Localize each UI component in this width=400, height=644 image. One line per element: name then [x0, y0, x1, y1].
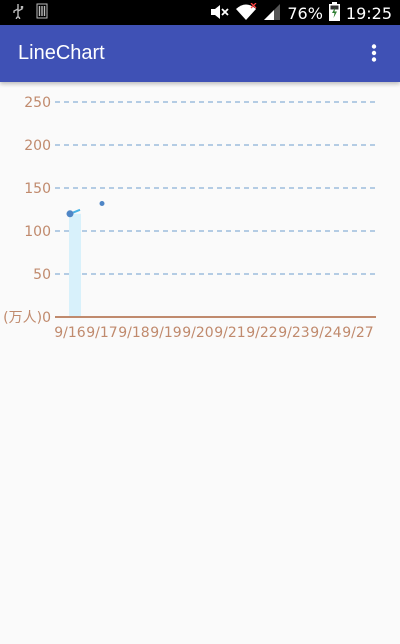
data-point-1 [99, 200, 105, 206]
x-tick-label-6: 9/22 [246, 325, 277, 341]
wifi-icon [235, 2, 257, 25]
x-tick-label-0: 9/16 [54, 325, 86, 341]
signal-icon [263, 3, 281, 25]
clock: 19:25 [345, 3, 392, 23]
mute-icon [209, 3, 229, 25]
status-bar: 76% 19:25 [0, 0, 400, 25]
y-tick-label-100: 100 [24, 224, 51, 240]
series-area-fill [69, 213, 81, 317]
data-point-0 [66, 210, 74, 218]
usb-icon [12, 3, 24, 23]
sim-icon [36, 3, 48, 23]
overflow-menu-icon [371, 44, 377, 62]
y-tick-label-150: 150 [24, 181, 51, 197]
y-tick-label-250: 250 [24, 95, 51, 111]
line-chart: 50 100 150 200 250 (万人)0 9/16 9/17 9/18 9/19 9/20 9… [0, 82, 400, 640]
battery-charging-icon [328, 2, 340, 25]
x-tick-label-4: 9/20 [182, 325, 213, 341]
x-tick-label-1: 9/17 [86, 325, 117, 341]
app-title: LineChart [18, 42, 105, 64]
x-tick-label-3: 9/19 [150, 325, 181, 341]
app-bar: LineChart [0, 25, 400, 82]
y-tick-label-50: 50 [33, 267, 51, 283]
y-tick-label-200: 200 [24, 138, 51, 154]
x-tick-label-2: 9/18 [118, 325, 149, 341]
x-tick-label-8: 9/24 [310, 325, 342, 341]
x-tick-label-9: 9/27 [342, 325, 373, 341]
battery-percent: 76% [287, 3, 323, 23]
x-tick-label-5: 9/21 [214, 325, 245, 341]
x-tick-label-7: 9/23 [278, 325, 309, 341]
y-tick-label-0: (万人)0 [3, 310, 51, 326]
overflow-menu-button[interactable] [362, 41, 386, 65]
